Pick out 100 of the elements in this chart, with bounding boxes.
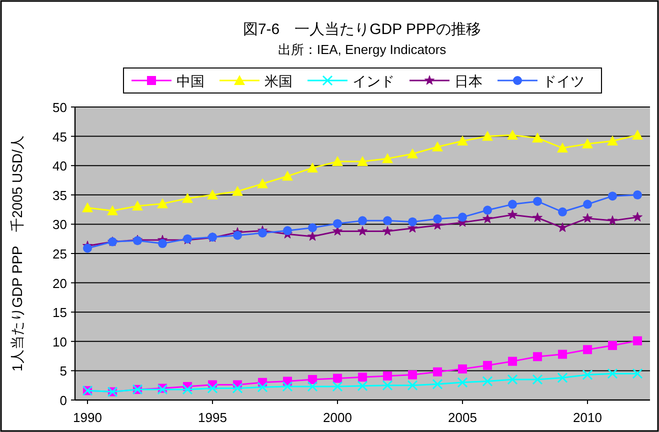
point [507, 130, 518, 140]
point [557, 222, 568, 232]
point [332, 381, 343, 392]
chart-subtitle: 出所：IEA, Energy Indicators [278, 42, 447, 57]
point [607, 215, 618, 225]
point [257, 382, 268, 392]
y-axis-title: 1人当たりGDP PPP 千2005 USD/人 [9, 135, 25, 372]
point [583, 200, 592, 209]
point [432, 141, 443, 152]
point [82, 202, 93, 212]
point [357, 226, 368, 236]
point [582, 213, 593, 223]
point [458, 364, 467, 374]
point [508, 200, 517, 209]
point [182, 384, 193, 395]
point [332, 156, 343, 166]
point [232, 186, 243, 196]
y-tick-label: 30 [52, 217, 67, 232]
point [357, 380, 368, 392]
point [182, 192, 193, 203]
y-tick-label: 35 [52, 188, 67, 203]
point [407, 148, 418, 158]
point [308, 223, 317, 232]
point [207, 189, 218, 200]
point [383, 216, 392, 226]
point [83, 244, 92, 253]
y-tick-label: 20 [52, 276, 67, 291]
x-tick-label: 1995 [198, 410, 227, 425]
y-tick-label: 15 [52, 305, 67, 320]
point [582, 370, 593, 380]
point [532, 212, 543, 222]
point [158, 239, 167, 248]
point [483, 360, 492, 370]
legend-label: ドイツ [542, 73, 584, 89]
point [232, 383, 243, 394]
point [533, 196, 542, 206]
point [608, 192, 617, 201]
point [333, 219, 342, 228]
y-tick-label: 40 [52, 158, 67, 174]
x-tick-label: 2005 [448, 410, 477, 425]
y-tick-label: 45 [52, 129, 67, 144]
point [132, 200, 143, 211]
point [408, 370, 417, 380]
point [532, 132, 543, 143]
point [557, 142, 568, 153]
point [307, 162, 318, 172]
x-tick-label: 1990 [73, 410, 102, 425]
point [157, 198, 168, 208]
point [433, 214, 442, 224]
point [307, 381, 318, 392]
x-tick-label: 2010 [573, 410, 602, 425]
legend-label: 米国 [264, 73, 292, 89]
point [482, 214, 493, 224]
point [583, 345, 592, 354]
point [207, 383, 218, 394]
point [607, 368, 618, 379]
point [507, 210, 518, 220]
point [107, 205, 118, 216]
point [632, 368, 643, 379]
point [633, 190, 642, 200]
point [233, 230, 242, 240]
point [607, 135, 618, 146]
point [358, 216, 367, 226]
point [558, 207, 567, 216]
point [483, 206, 492, 215]
point [457, 135, 468, 146]
point [608, 341, 617, 350]
legend-label: 中国 [176, 73, 204, 89]
point [633, 336, 642, 346]
y-tick-label: 0 [60, 393, 67, 408]
point [482, 376, 493, 386]
point [357, 156, 368, 166]
point [333, 374, 342, 383]
point [382, 153, 393, 164]
point [458, 212, 467, 222]
point [457, 377, 468, 388]
point [382, 226, 393, 236]
point [358, 372, 367, 382]
point [557, 372, 568, 383]
point [258, 228, 267, 238]
point [482, 130, 493, 141]
point [307, 231, 318, 241]
point [508, 356, 517, 366]
point [533, 352, 542, 362]
y-tick-label: 50 [52, 100, 67, 115]
point [383, 371, 392, 380]
legend-label: 日本 [454, 73, 482, 89]
x-tick-label: 2000 [323, 410, 352, 425]
point [407, 380, 418, 391]
point [432, 378, 443, 390]
point [282, 170, 293, 181]
point [507, 374, 518, 385]
point [257, 178, 268, 188]
legend-label: インド [352, 73, 394, 89]
point [532, 374, 543, 385]
point [382, 380, 393, 391]
y-tick-label: 5 [60, 364, 67, 379]
chart-title: 図7-6 一人当たりGDP PPPの推移 [242, 21, 482, 38]
point [632, 130, 643, 140]
y-tick-label: 10 [52, 334, 67, 350]
